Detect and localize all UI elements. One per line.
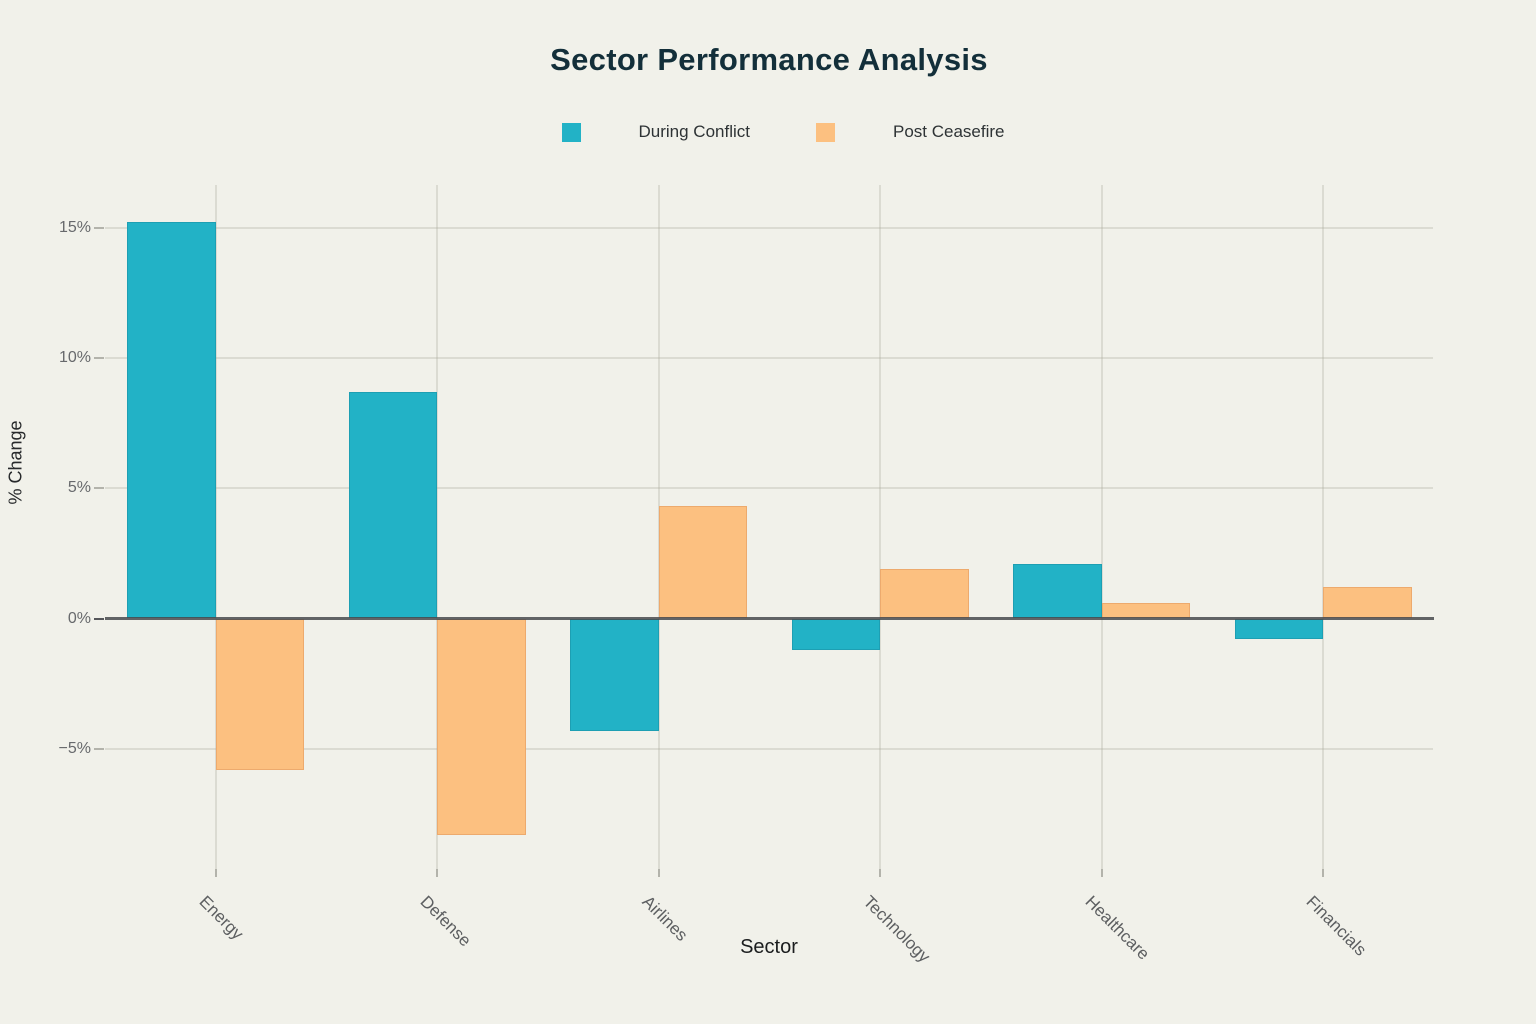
bar-energy-post-ceasefire: [215, 618, 304, 770]
chart-legend: During Conflict Post Ceasefire: [119, 122, 1447, 142]
y-tick-label-0: 0%: [67, 609, 91, 627]
gridline-h-15: [105, 226, 1433, 229]
bar-technology-post-ceasefire: [880, 568, 969, 619]
gridline-h--5: [105, 747, 1433, 750]
y-tick-mark-10: [94, 356, 104, 359]
zero-baseline: [105, 617, 1434, 620]
y-tick-mark--5: [94, 747, 104, 750]
x-axis-title: Sector: [740, 936, 798, 958]
gridline-v-financials: [1322, 185, 1324, 870]
gridline-v-technology: [879, 185, 881, 870]
y-tick-label--5: −5%: [58, 739, 91, 757]
gridline-h-10: [105, 356, 1433, 359]
bar-financials-during-conflict: [1234, 618, 1323, 640]
gridline-v-energy: [214, 185, 217, 870]
x-tick-mark-airlines: [657, 869, 660, 877]
y-axis-title: % Change: [5, 420, 26, 505]
y-tick-mark-15: [94, 226, 104, 229]
x-tick-mark-financials: [1322, 869, 1324, 877]
bar-defense-during-conflict: [348, 391, 437, 619]
y-tick-label-15: 15%: [58, 218, 91, 236]
bar-healthcare-during-conflict: [1013, 563, 1102, 619]
x-tick-mark-technology: [879, 869, 881, 877]
legend-swatch-icon-during-conflict: [561, 122, 581, 142]
y-tick-label-10: 10%: [58, 348, 91, 366]
bar-technology-during-conflict: [791, 618, 880, 650]
x-tick-mark-energy: [214, 869, 217, 877]
legend-label-post-ceasefire: Post Ceasefire: [893, 122, 1005, 141]
chart-title: Sector Performance Analysis: [550, 42, 988, 77]
legend-item-during-conflict: During Conflict: [561, 122, 751, 142]
bar-energy-during-conflict: [127, 222, 216, 619]
bar-financials-post-ceasefire: [1323, 587, 1412, 619]
bar-airlines-during-conflict: [570, 618, 659, 731]
x-tick-mark-healthcare: [1100, 869, 1103, 877]
gridline-v-healthcare: [1100, 185, 1103, 870]
bar-airlines-post-ceasefire: [658, 506, 747, 619]
y-tick-mark-0: [94, 617, 104, 620]
legend-swatch-icon-post-ceasefire: [816, 122, 835, 142]
y-tick-label-5: 5%: [67, 479, 91, 497]
gridline-v-defense: [436, 185, 438, 870]
legend-item-post-ceasefire: Post Ceasefire: [816, 122, 1005, 142]
gridline-h-5: [105, 487, 1433, 490]
x-tick-mark-defense: [436, 869, 438, 877]
legend-label-during-conflict: During Conflict: [638, 122, 751, 141]
bar-defense-post-ceasefire: [437, 618, 526, 835]
y-tick-mark-5: [94, 487, 104, 490]
